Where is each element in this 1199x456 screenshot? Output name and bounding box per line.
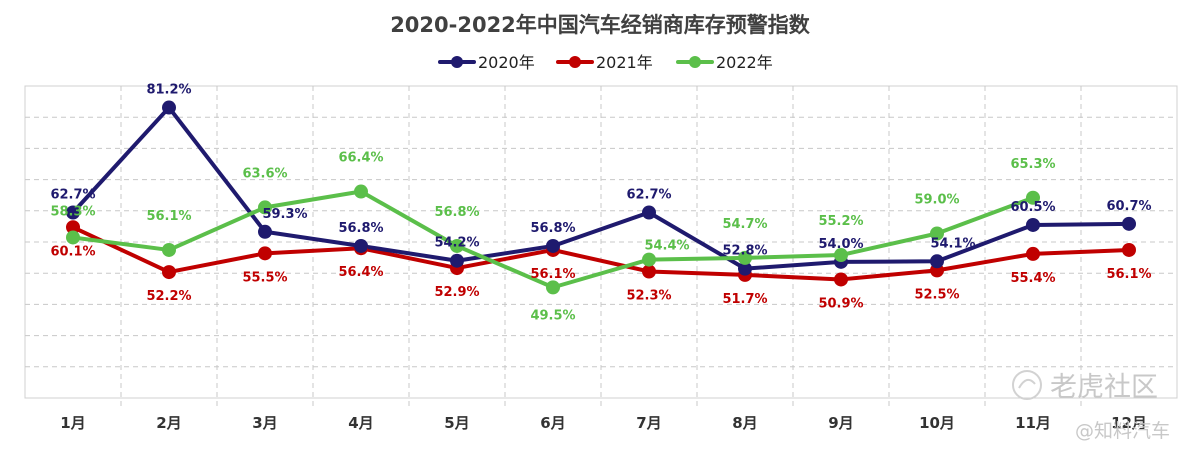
- data-point: [258, 200, 272, 215]
- x-axis: 1月 2月 3月 4月 5月 6月 7月 8月 9月 10月 11月 12月: [60, 414, 1147, 432]
- x-tick-label: 9月: [828, 414, 853, 432]
- data-label: 56.1%: [146, 209, 191, 224]
- data-label: 54.0%: [818, 237, 863, 252]
- legend-item: 2020年: [438, 53, 535, 72]
- data-label: 49.5%: [530, 308, 575, 323]
- data-point: [834, 272, 848, 287]
- data-label: 56.8%: [530, 221, 575, 236]
- legend-item: 2021年: [556, 53, 653, 72]
- legend-marker: [569, 56, 581, 68]
- data-label: 56.4%: [338, 265, 383, 280]
- data-point: [642, 264, 656, 279]
- watermark: 老虎社区 @知料汽车: [1012, 370, 1170, 442]
- data-label: 52.9%: [434, 285, 479, 300]
- data-point: [834, 248, 848, 263]
- data-point: [162, 242, 176, 257]
- data-label: 56.8%: [434, 205, 479, 220]
- data-label: 60.7%: [1106, 199, 1151, 214]
- data-label: 54.1%: [930, 236, 975, 251]
- watermark-zhiliao: @知料汽车: [1075, 420, 1170, 442]
- x-tick-label: 5月: [444, 414, 469, 432]
- data-label: 59.3%: [262, 207, 307, 222]
- tiger-logo-icon: [1012, 370, 1042, 400]
- x-tick-label: 3月: [252, 414, 277, 432]
- vertical-gridlines: [120, 86, 1082, 410]
- data-label: 66.4%: [338, 151, 383, 166]
- data-label: 62.7%: [626, 188, 671, 203]
- data-label: 60.5%: [1010, 200, 1055, 215]
- data-label: 62.7%: [50, 188, 95, 203]
- data-point: [1026, 217, 1040, 232]
- data-label: 56.8%: [338, 221, 383, 236]
- series-points: [66, 100, 1136, 295]
- x-tick-label: 2月: [156, 414, 181, 432]
- x-tick-label: 8月: [732, 414, 757, 432]
- data-point: [930, 254, 944, 269]
- data-point: [930, 226, 944, 241]
- data-label: 55.2%: [818, 214, 863, 229]
- data-label: 81.2%: [146, 83, 191, 98]
- data-point: [1122, 242, 1136, 257]
- legend-marker: [689, 56, 701, 68]
- data-point: [162, 265, 176, 280]
- data-point: [546, 280, 560, 295]
- data-point: [450, 253, 464, 268]
- series-line: [71, 225, 1131, 282]
- x-tick-label: 1月: [60, 414, 85, 432]
- data-point: [450, 238, 464, 253]
- data-label: 54.7%: [722, 217, 767, 232]
- data-label: 55.4%: [1010, 271, 1055, 286]
- data-point: [1026, 190, 1040, 205]
- data-label: 52.8%: [722, 244, 767, 259]
- data-point: [66, 220, 80, 235]
- data-label: 55.5%: [242, 270, 287, 285]
- data-label: 52.5%: [914, 287, 959, 302]
- x-tick-label: 10月: [919, 414, 955, 432]
- data-label: 63.6%: [242, 166, 287, 181]
- data-label: 65.3%: [1010, 157, 1055, 172]
- data-point: [546, 238, 560, 253]
- data-label: 58.3%: [50, 204, 95, 219]
- data-label: 56.1%: [1106, 267, 1151, 282]
- data-labels: 62.7% 81.2% 59.3% 56.8% 54.2% 56.8% 62.7% 52.8%…: [50, 83, 1151, 324]
- legend-label: 2022年: [716, 53, 773, 72]
- x-tick-label: 7月: [636, 414, 661, 432]
- legend-label: 2020年: [478, 53, 535, 72]
- data-label: 59.0%: [914, 192, 959, 207]
- x-tick-label: 11月: [1015, 414, 1051, 432]
- data-label: 56.1%: [530, 267, 575, 282]
- data-point: [1122, 216, 1136, 231]
- data-point: [258, 224, 272, 239]
- series-line: [71, 105, 1131, 271]
- data-point: [354, 184, 368, 199]
- plot-area: 62.7% 81.2% 59.3% 56.8% 54.2% 56.8% 62.7% 52.8%…: [24, 83, 1178, 410]
- chart-title: 2020-2022年中国汽车经销商库存预警指数: [390, 13, 811, 37]
- data-point: [354, 238, 368, 253]
- data-point: [66, 205, 80, 220]
- data-label: 52.3%: [626, 288, 671, 303]
- data-label: 51.7%: [722, 292, 767, 307]
- data-point: [258, 246, 272, 261]
- x-tick-label: 4月: [348, 414, 373, 432]
- legend-item: 2022年: [676, 53, 773, 72]
- data-point: [162, 100, 176, 115]
- data-label: 50.9%: [818, 296, 863, 311]
- data-point: [642, 252, 656, 267]
- data-label: 52.2%: [146, 289, 191, 304]
- data-label: 60.1%: [50, 244, 95, 259]
- data-label: 54.2%: [434, 236, 479, 251]
- data-label: 54.4%: [644, 239, 689, 254]
- data-point: [642, 205, 656, 220]
- legend-marker: [451, 56, 463, 68]
- data-point: [1026, 246, 1040, 261]
- data-point: [66, 230, 80, 245]
- legend: 2020年 2021年 2022年: [438, 53, 773, 72]
- data-point: [738, 250, 752, 265]
- x-tick-label: 6月: [540, 414, 565, 432]
- x-tick-label: 12月: [1111, 414, 1147, 432]
- data-point: [738, 261, 752, 276]
- watermark-laohu: 老虎社区: [1050, 372, 1158, 403]
- legend-label: 2021年: [596, 53, 653, 72]
